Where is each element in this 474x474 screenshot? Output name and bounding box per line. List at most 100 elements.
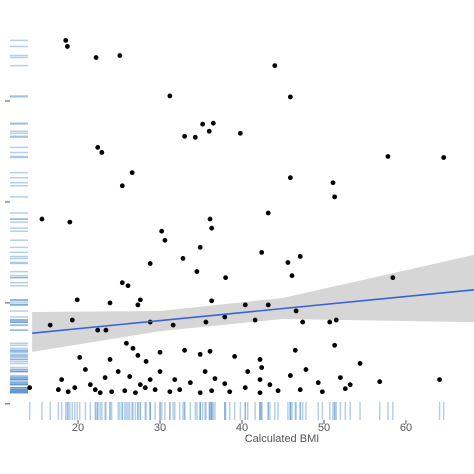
point <box>242 302 248 308</box>
point <box>222 381 228 387</box>
point <box>130 345 136 351</box>
point <box>303 367 309 372</box>
point <box>125 283 131 289</box>
point <box>337 375 343 380</box>
point <box>206 128 212 134</box>
point <box>72 385 78 391</box>
point <box>74 297 80 303</box>
point <box>167 93 173 99</box>
point <box>115 369 121 374</box>
point <box>297 387 303 393</box>
point <box>292 347 298 353</box>
point <box>385 154 391 159</box>
point <box>137 382 143 388</box>
point <box>162 237 168 243</box>
point <box>103 327 109 333</box>
point <box>257 377 263 383</box>
point <box>92 387 98 393</box>
x-axis-label: Calculated BMI <box>245 433 320 445</box>
point <box>63 37 69 43</box>
point <box>39 216 45 222</box>
fit-line <box>32 288 474 334</box>
point <box>287 94 293 100</box>
point <box>203 319 209 325</box>
point <box>83 367 88 372</box>
point <box>137 297 143 303</box>
point <box>119 183 125 189</box>
point <box>152 387 158 393</box>
point <box>119 280 125 286</box>
point <box>182 347 188 353</box>
point <box>172 377 178 383</box>
point <box>333 317 339 323</box>
point <box>95 145 101 150</box>
point <box>99 150 105 155</box>
point <box>272 63 278 69</box>
point <box>209 225 215 231</box>
point <box>265 302 271 308</box>
point <box>327 319 333 325</box>
point <box>265 210 271 216</box>
point <box>67 219 73 225</box>
point <box>143 359 149 364</box>
point <box>47 322 53 328</box>
point <box>135 352 141 358</box>
point <box>69 317 75 323</box>
point <box>59 377 65 383</box>
point <box>182 133 188 139</box>
point <box>252 317 258 323</box>
point <box>330 180 336 186</box>
point <box>107 357 113 362</box>
point <box>197 351 203 357</box>
point <box>342 386 348 392</box>
point <box>332 342 338 348</box>
point <box>207 348 213 354</box>
point <box>390 275 396 281</box>
point <box>202 369 208 374</box>
x-tick-label: 30 <box>154 422 166 434</box>
point <box>55 387 61 393</box>
point <box>117 53 123 58</box>
point <box>77 355 83 360</box>
point <box>287 175 293 181</box>
point <box>187 380 193 386</box>
point <box>129 170 135 176</box>
x-tick-label: 60 <box>400 422 412 434</box>
point <box>147 261 153 266</box>
point <box>297 254 303 259</box>
point <box>319 389 325 395</box>
point <box>242 385 248 391</box>
point <box>222 314 228 320</box>
point <box>97 390 103 396</box>
x-tick-label: 20 <box>72 422 84 434</box>
point <box>212 376 218 382</box>
point <box>347 382 353 388</box>
point <box>170 322 176 328</box>
point <box>27 385 33 391</box>
point <box>209 298 215 304</box>
point <box>177 387 183 393</box>
point <box>441 155 447 160</box>
point <box>102 375 108 380</box>
point <box>192 134 198 140</box>
point <box>207 216 213 222</box>
point <box>180 256 186 261</box>
point <box>287 373 293 378</box>
point <box>275 388 281 394</box>
point <box>124 340 129 346</box>
point <box>159 228 165 234</box>
point <box>107 300 113 306</box>
point <box>167 389 173 395</box>
point <box>437 377 442 383</box>
point <box>95 327 101 333</box>
point <box>157 369 163 374</box>
point <box>285 260 291 265</box>
point <box>232 353 238 359</box>
point <box>197 390 203 396</box>
point <box>223 275 229 281</box>
point <box>227 389 233 395</box>
point <box>93 55 99 60</box>
point <box>267 382 273 388</box>
x-tick-label: 40 <box>236 422 248 434</box>
point <box>257 357 263 362</box>
